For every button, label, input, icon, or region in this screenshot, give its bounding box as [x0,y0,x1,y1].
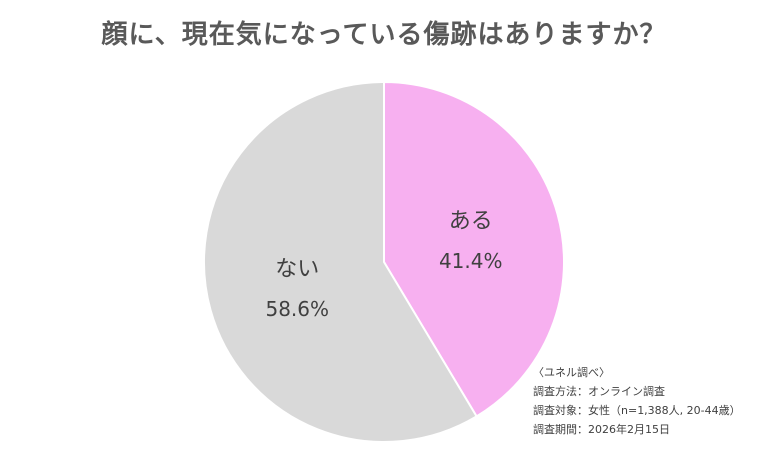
source-note: 〈ユネル調べ〉 [533,366,610,379]
survey-notes: 〈ユネル調べ〉 調査方法：オンライン調査 調査対象：女性（n=1,388人, 2… [533,363,741,439]
period-note: 調査期間：2026年2月15日 [533,423,670,436]
slice-value-no: 58.6% [265,297,329,321]
pie-slice-yes [383,80,565,418]
slice-label-no: ない [275,257,319,282]
chart-title: 顔に、現在気になっている傷跡はありますか？ [101,20,667,50]
method-note: 調査方法：オンライン調査 [533,385,665,398]
slice-label-yes: ある [449,209,493,234]
target-note: 調査対象：女性（n=1,388人, 20-44歳） [533,404,741,417]
slice-value-yes: 41.4% [439,249,503,273]
pie-slice-no [203,80,478,443]
